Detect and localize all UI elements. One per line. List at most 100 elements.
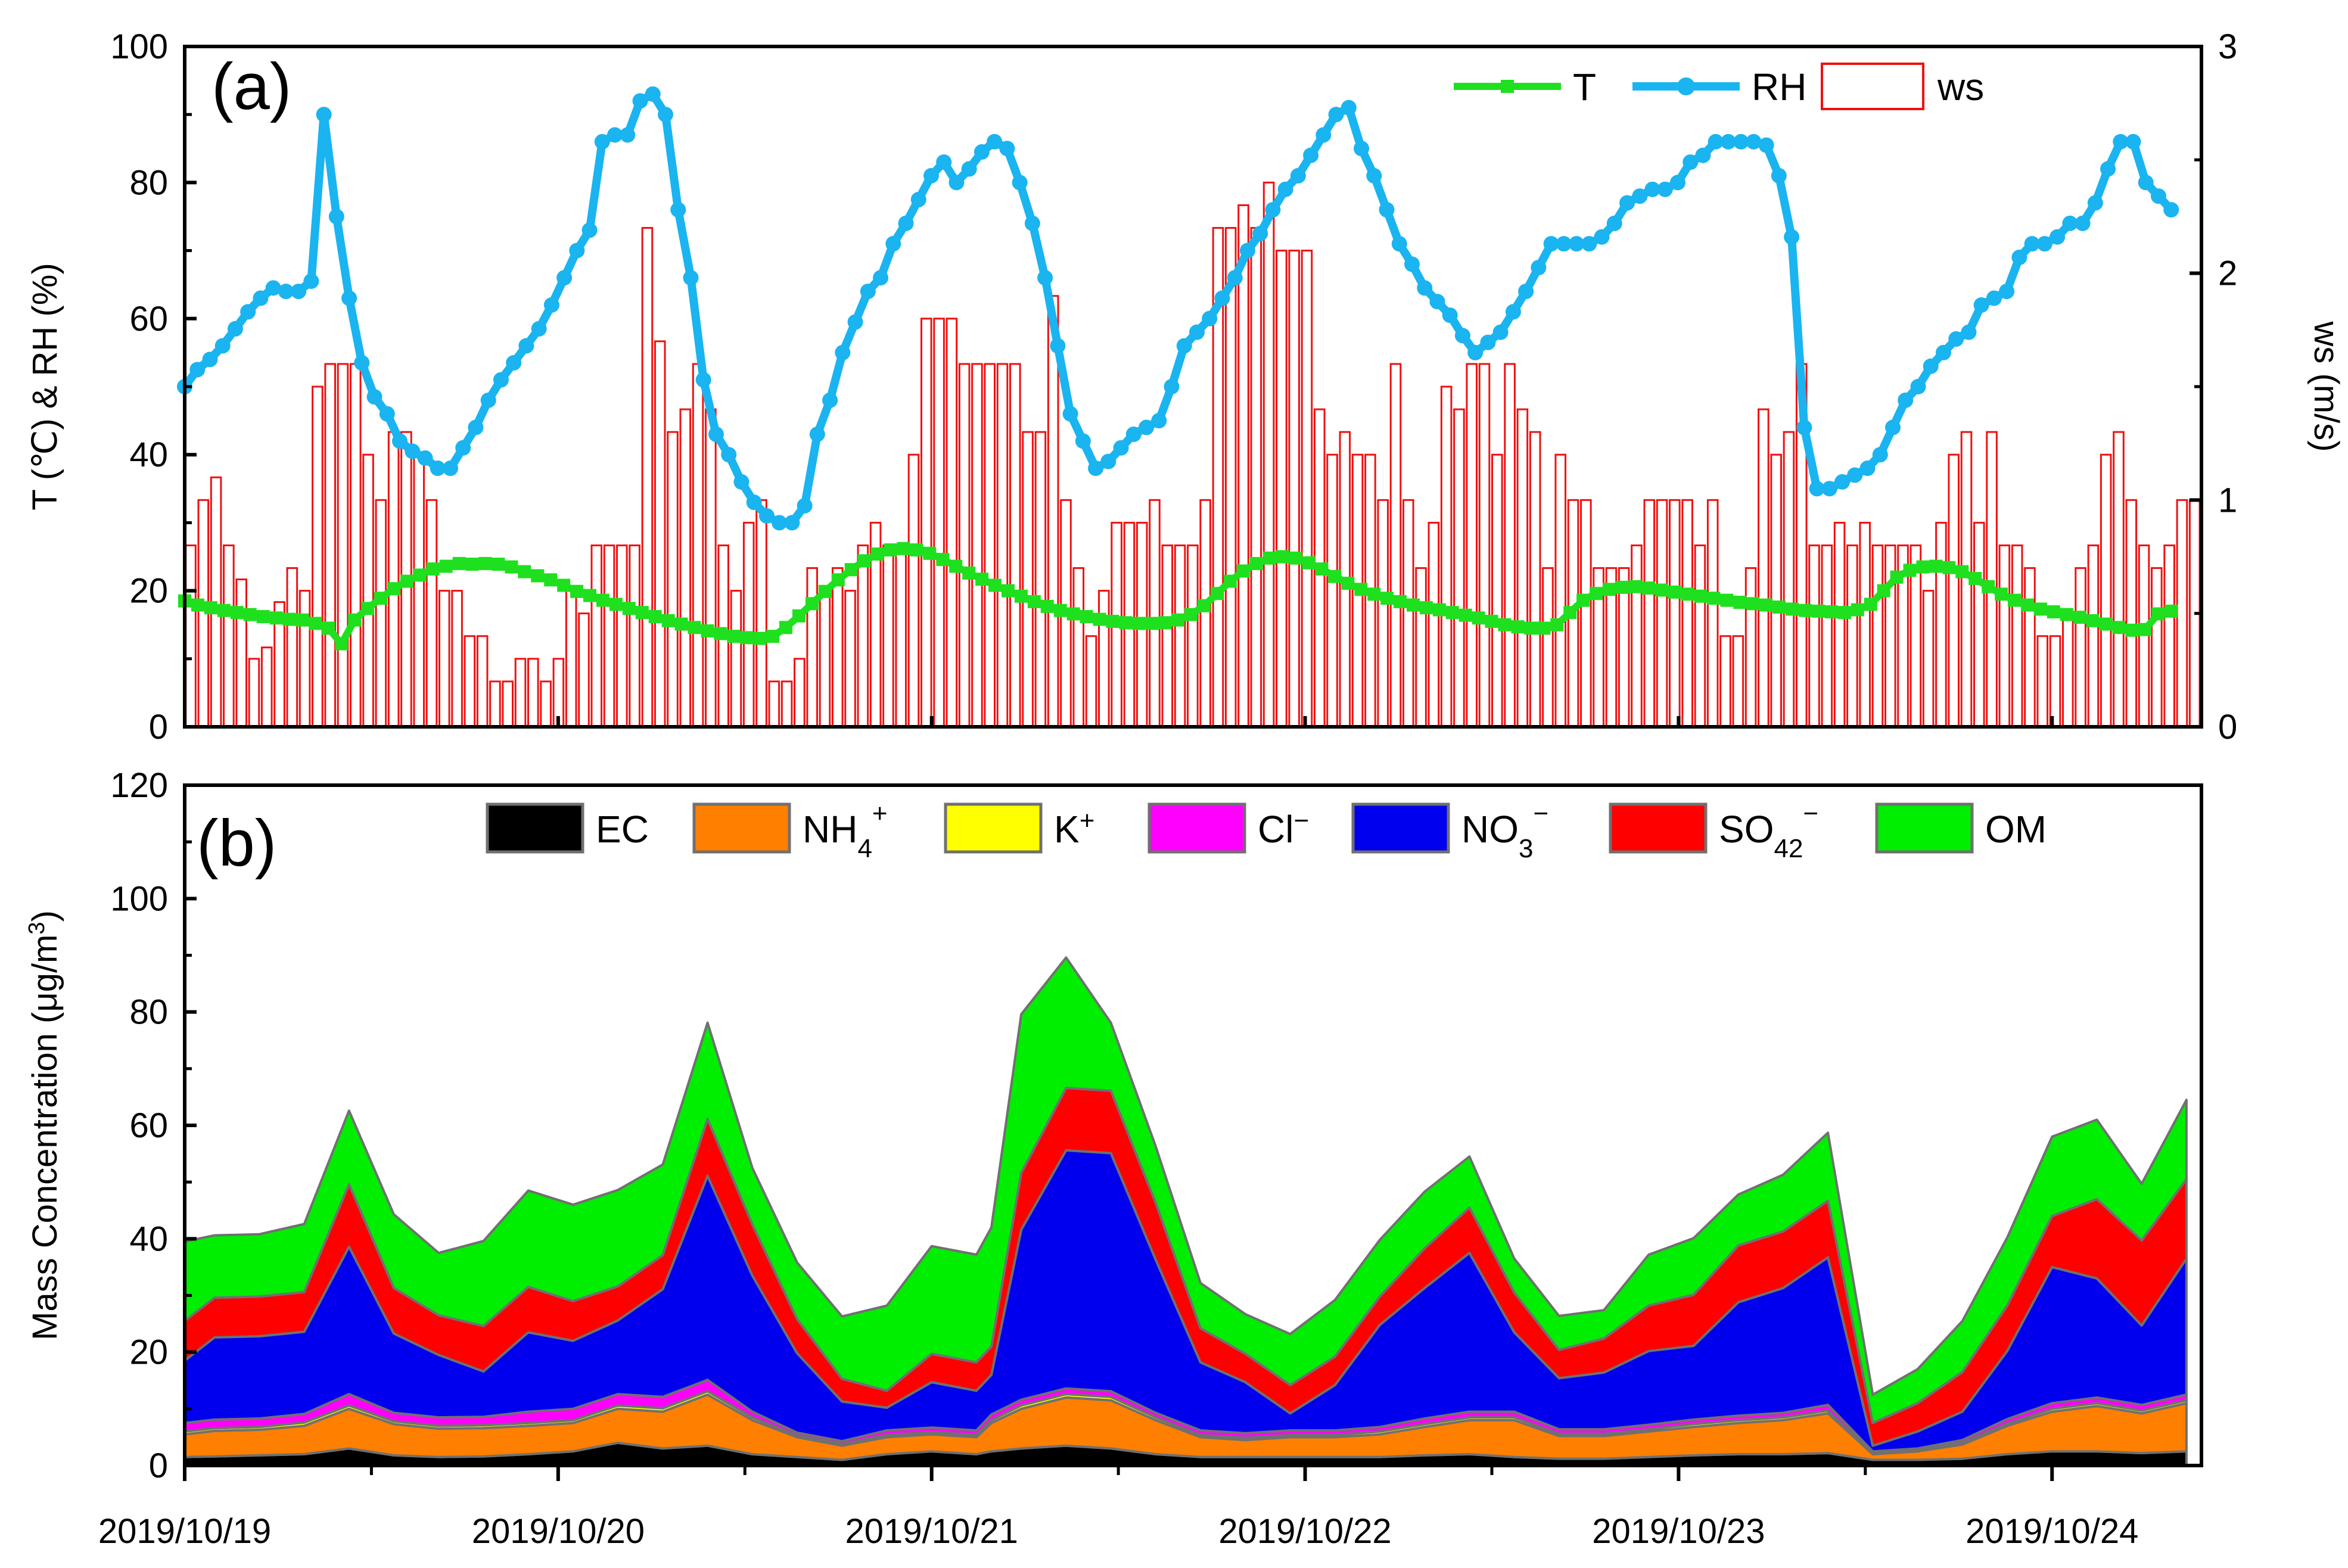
- rh-point: [1581, 236, 1597, 252]
- t-point: [1289, 551, 1302, 565]
- t-point: [1406, 598, 1420, 612]
- left-tick-label: 60: [129, 300, 168, 338]
- rh-point: [2100, 161, 2116, 177]
- rh-point: [1518, 284, 1534, 300]
- rh-point: [1379, 202, 1395, 218]
- t-point: [1799, 603, 1812, 617]
- legend-swatch-cl: [1147, 802, 1246, 854]
- legend-label-cl: Cl−: [1258, 806, 1309, 851]
- rh-point: [1683, 154, 1699, 170]
- left-tick-label: 80: [129, 163, 168, 202]
- rh-point: [1746, 133, 1762, 150]
- t-point: [1367, 587, 1381, 601]
- area-om: [184, 956, 2188, 1424]
- t-point: [766, 630, 780, 643]
- rh-point: [632, 93, 648, 109]
- rh-point: [569, 242, 585, 259]
- panel-a-right-axis-title: ws (m/s): [2307, 321, 2346, 452]
- t-point: [805, 597, 819, 611]
- t-point: [1733, 596, 1747, 609]
- rh-point: [885, 236, 901, 252]
- t-point: [1694, 589, 1708, 603]
- rh-point: [1796, 419, 1812, 435]
- t-point: [452, 556, 466, 570]
- t-point: [870, 547, 884, 561]
- t-point: [1837, 606, 1851, 620]
- t-point: [753, 631, 767, 645]
- rh-point: [1303, 147, 1319, 163]
- legend-label-k: K+: [1054, 806, 1094, 851]
- t-point: [962, 566, 976, 580]
- rh-point: [1720, 133, 1736, 150]
- rh-point: [1569, 236, 1585, 252]
- t-point: [2020, 598, 2034, 612]
- t-point: [518, 565, 531, 578]
- t-point: [1236, 564, 1250, 578]
- t-point: [1903, 564, 1917, 577]
- t-point: [1498, 618, 1512, 631]
- t-point: [1576, 593, 1590, 607]
- t-point: [701, 624, 714, 637]
- rh-point: [1454, 328, 1470, 344]
- legend-label-ec: EC: [596, 808, 649, 851]
- rh-point: [455, 440, 471, 456]
- rh-point: [721, 447, 737, 463]
- rh-point: [1391, 236, 1407, 252]
- rh-point: [2113, 133, 2129, 150]
- t-point: [296, 613, 309, 627]
- t-point: [622, 602, 636, 615]
- right-tick-label: 0: [2218, 708, 2237, 746]
- panel-b-ticks: 0 20 40 60 80 100 120 2019/10/19 2019/10/20 2019/…: [98, 766, 2139, 1551]
- t-point: [727, 630, 741, 643]
- rh-point: [1075, 433, 1091, 449]
- rh-point: [214, 338, 231, 354]
- t-point: [1995, 587, 2008, 601]
- legend-t-label: T: [1573, 66, 1596, 108]
- t-point: [779, 621, 793, 634]
- rh-point: [1758, 137, 1774, 153]
- t-point: [1668, 585, 1681, 599]
- rh-point: [797, 497, 813, 514]
- t-point: [400, 574, 413, 588]
- t-point: [2151, 607, 2165, 621]
- t-point: [230, 606, 244, 620]
- rh-point: [1404, 256, 1420, 272]
- rh-point: [189, 362, 206, 378]
- rh-point: [442, 461, 458, 477]
- rh-point: [708, 426, 724, 442]
- t-point: [2060, 608, 2073, 621]
- rh-point: [1973, 297, 1989, 313]
- t-point: [505, 560, 518, 574]
- t-point: [1602, 583, 1616, 596]
- rh-point: [733, 474, 750, 490]
- rh-point: [316, 107, 332, 123]
- panel-a-left-axis-title: T (℃) & RH (%): [26, 263, 64, 510]
- rh-point: [974, 144, 990, 160]
- t-point: [1786, 602, 1799, 616]
- t-point: [1445, 606, 1459, 620]
- date-tick-label: 2019/10/24: [1966, 1512, 2138, 1551]
- right-tick-label: 2: [2218, 254, 2237, 293]
- left-tick-label: 100: [110, 27, 168, 66]
- rh-point: [1809, 481, 1825, 497]
- rh-point: [265, 280, 281, 296]
- rh-point: [1708, 133, 1724, 150]
- t-point: [1707, 592, 1721, 605]
- rh-point: [1657, 181, 1673, 197]
- rh-point: [1556, 236, 1572, 252]
- t-point: [2073, 611, 2086, 624]
- right-tick-label: 1: [2218, 481, 2237, 519]
- t-point: [988, 578, 1002, 592]
- t-point: [1394, 595, 1407, 608]
- panel-b-label: (b): [197, 807, 276, 880]
- rh-point: [1543, 236, 1559, 252]
- t-point: [1615, 580, 1629, 594]
- rh-point: [936, 154, 952, 170]
- rh-point: [961, 161, 977, 177]
- t-point: [348, 613, 362, 627]
- rh-point: [1935, 344, 1951, 360]
- t-point: [387, 582, 400, 596]
- rh-point: [1859, 461, 1876, 477]
- t-point: [1916, 560, 1930, 574]
